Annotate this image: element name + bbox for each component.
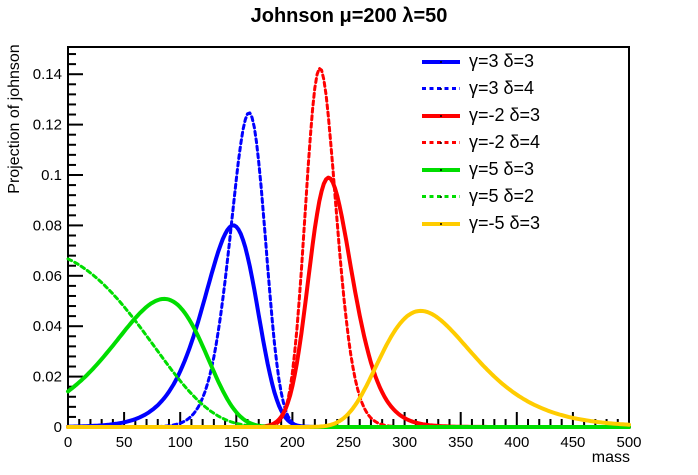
x-tick-label: 300: [392, 434, 417, 451]
x-tick-label: 500: [616, 434, 641, 451]
legend-label: γ=3 δ=3: [469, 51, 535, 71]
legend-entry: γ=5 δ=3: [422, 156, 540, 183]
y-tick-label: 0.1: [41, 167, 62, 184]
x-tick-label: 450: [560, 434, 585, 451]
legend-entry: γ=-2 δ=3: [422, 102, 540, 129]
legend: γ=3 δ=3 γ=3 δ=4 γ=-2 δ=3 γ=-2 δ=4 γ=5 δ=3 γ=5…: [422, 48, 540, 237]
legend-marker-dot: [440, 222, 442, 225]
legend-entry: γ=-2 δ=4: [422, 129, 540, 156]
x-tick-label: 250: [336, 434, 361, 451]
legend-label: γ=-5 δ=3: [469, 213, 541, 233]
y-tick-label: 0.14: [33, 66, 62, 83]
legend-label: γ=5 δ=3: [469, 159, 535, 179]
legend-line-sample: [422, 59, 460, 64]
x-tick-label: 400: [504, 434, 529, 451]
legend-line-sample: [422, 113, 460, 118]
legend-marker-dot: [440, 195, 442, 198]
x-tick-label: 50: [116, 434, 133, 451]
y-tick-label: 0.12: [33, 117, 62, 134]
y-tick-label: 0.04: [33, 318, 62, 335]
x-tick-label: 100: [168, 434, 193, 451]
curve-gamma5-delta2: [66, 257, 631, 429]
x-tick-label: 0: [64, 434, 72, 451]
chart-title: Johnson μ=200 λ=50: [250, 5, 448, 27]
x-tick-label: 150: [224, 434, 249, 451]
legend-entry: γ=5 δ=2: [422, 183, 540, 210]
x-tick-label: 200: [280, 434, 305, 451]
y-tick-label: 0.06: [33, 268, 62, 285]
plot-frame: [67, 46, 630, 428]
legend-marker-dot: [440, 114, 442, 117]
legend-line-sample: [422, 195, 460, 198]
x-axis-title: mass: [591, 449, 630, 466]
legend-line-sample: [422, 141, 460, 144]
legend-label: γ=-2 δ=3: [469, 105, 541, 125]
legend-entry: γ=3 δ=4: [422, 75, 540, 102]
legend-label: γ=3 δ=4: [469, 78, 535, 98]
legend-line-sample: [422, 167, 460, 172]
legend-label: γ=-2 δ=4: [469, 132, 541, 152]
legend-entry: γ=3 δ=3: [422, 48, 540, 75]
y-tick-label: 0: [54, 419, 62, 436]
legend-label: γ=5 δ=2: [469, 186, 535, 206]
legend-line-sample: [422, 87, 460, 90]
x-tick-label: 350: [448, 434, 473, 451]
legend-entry: γ=-5 δ=3: [422, 210, 540, 237]
curve-gamma3-delta4: [66, 111, 631, 429]
legend-marker-dot: [440, 60, 442, 63]
legend-marker-dot: [440, 168, 442, 171]
y-tick-label: 0.08: [33, 217, 62, 234]
curve-gamma-5-delta3: [66, 308, 631, 429]
y-tick-label: 0.02: [33, 369, 62, 386]
legend-marker-dot: [440, 87, 442, 90]
legend-line-sample: [422, 221, 460, 226]
legend-marker-dot: [440, 141, 442, 144]
